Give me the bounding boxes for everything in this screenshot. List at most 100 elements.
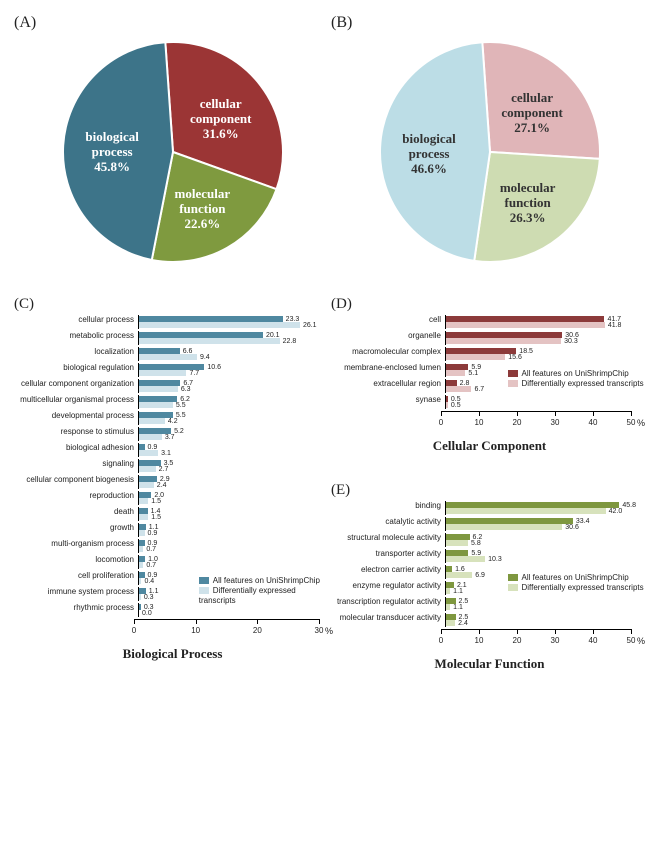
bar-b: [446, 386, 471, 392]
axis-tick-label: 30: [315, 626, 324, 635]
bar-row: growth1.10.9: [14, 523, 331, 537]
bar-category-label: cellular component organization: [14, 379, 138, 388]
bar-b-value: 0.0: [142, 610, 152, 617]
pie-slice-label: biologicalprocess46.6%: [384, 132, 474, 177]
axis-tick-label: 50: [627, 636, 636, 645]
bar-b: [139, 594, 141, 600]
bar-b-value: 30.3: [564, 338, 578, 345]
pie-slice-label: biologicalprocess45.8%: [67, 130, 157, 175]
bar-b: [446, 620, 455, 626]
pie-chart-a: cellularcomponent31.6% molecularfunction2…: [33, 32, 313, 272]
bar-b-value: 2.7: [159, 466, 169, 473]
bar-row: cellular component organization6.76.3: [14, 379, 331, 393]
bar-b-value: 42.0: [609, 508, 623, 515]
bar-row: catalytic activity33.430.6: [331, 517, 648, 531]
bar-row: developmental process5.54.2: [14, 411, 331, 425]
panel-d: (D) cell41.741.8organelle30.630.3macromo…: [331, 296, 648, 454]
bar-category-label: cellular process: [14, 315, 138, 324]
bar-row: metabolic process20.122.8: [14, 331, 331, 345]
bar-b-value: 0.3: [144, 594, 154, 601]
axis-tick-label: 0: [439, 636, 443, 645]
bar-b-value: 6.3: [181, 386, 191, 393]
panel-a-letter: (A): [14, 14, 331, 32]
bar-row: multicellular organismal process6.25.5: [14, 395, 331, 409]
axis-tick-label: 50: [627, 418, 636, 427]
bar-b-value: 2.4: [157, 482, 167, 489]
bar-a: [139, 604, 141, 610]
bar-row: structural molecule activity6.25.8: [331, 533, 648, 547]
pie-slice-label: molecularfunction26.3%: [483, 181, 573, 226]
bar-category-label: growth: [14, 523, 138, 532]
x-axis: 01020304050%: [441, 411, 631, 432]
bar-b: [446, 588, 450, 594]
bar-row: biological adhesion0.93.1: [14, 443, 331, 457]
bar-b-value: 1.1: [453, 588, 463, 595]
axis-tick-label: 30: [551, 418, 560, 427]
title-d: Cellular Component: [331, 438, 648, 454]
bar-category-label: reproduction: [14, 491, 138, 500]
legend: All features on UniShrimpChipDifferentia…: [508, 573, 644, 593]
bar-chart-d: cell41.741.8organelle30.630.3macromolecu…: [331, 315, 648, 432]
bar-category-label: signaling: [14, 459, 138, 468]
bar-category-label: death: [14, 507, 138, 516]
bar-b-value: 26.1: [303, 322, 317, 329]
pie-slice-label: molecularfunction22.6%: [157, 187, 247, 232]
bar-b-value: 5.8: [471, 540, 481, 547]
bar-b: [446, 540, 468, 546]
bar-category-label: molecular transducer activity: [331, 613, 445, 622]
bar-chart-c: cellular process23.326.1 metabolic proces…: [14, 315, 331, 640]
bar-row: multi-organism process0.90.7: [14, 539, 331, 553]
legend: All features on UniShrimpChipDifferentia…: [199, 576, 331, 606]
bar-b: [139, 322, 300, 328]
pie-slice-label: cellularcomponent27.1%: [487, 91, 577, 136]
pie-slice-label: cellularcomponent31.6%: [176, 97, 266, 142]
axis-tick-label: 10: [191, 626, 200, 635]
panel-e-letter: (E): [331, 482, 648, 499]
bar-category-label: rhythmic process: [14, 603, 138, 612]
bar-b: [139, 434, 162, 440]
panels-de: (D) cell41.741.8organelle30.630.3macromo…: [331, 296, 648, 672]
panel-c-letter: (C): [14, 296, 331, 313]
bar-b: [139, 546, 143, 552]
bar-category-label: metabolic process: [14, 331, 138, 340]
bar-category-label: multi-organism process: [14, 539, 138, 548]
bar-b-value: 3.7: [165, 434, 175, 441]
bar-b-value: 30.6: [565, 524, 579, 531]
axis-tick-label: 10: [475, 418, 484, 427]
bar-b-value: 4.2: [168, 418, 178, 425]
bar-row: signaling3.52.7: [14, 459, 331, 473]
bar-category-label: biological adhesion: [14, 443, 138, 452]
bar-b-value: 0.9: [148, 530, 158, 537]
bar-b: [446, 322, 605, 328]
bar-b-value: 5.5: [176, 402, 186, 409]
bar-row: cellular process23.326.1: [14, 315, 331, 329]
bar-b: [446, 556, 485, 562]
bar-b: [139, 386, 178, 392]
panel-e: (E) binding45.842.0catalytic activity33.…: [331, 482, 648, 672]
bar-category-label: membrane-enclosed lumen: [331, 363, 445, 372]
bar-category-label: structural molecule activity: [331, 533, 445, 542]
bar-b: [139, 514, 148, 520]
bar-row: cell41.741.8: [331, 315, 648, 329]
bar-b: [139, 466, 156, 472]
bar-category-label: immune system process: [14, 587, 138, 596]
bar-b-value: 2.4: [458, 620, 468, 627]
bar-chart-e: binding45.842.0catalytic activity33.430.…: [331, 501, 648, 650]
axis-tick-label: 40: [589, 418, 598, 427]
bar-category-label: cellular component biogenesis: [14, 475, 138, 484]
bar-b-value: 9.4: [200, 354, 210, 361]
bar-b-value: 1.1: [453, 604, 463, 611]
bar-category-label: locomotion: [14, 555, 138, 564]
bar-b-value: 1.5: [151, 514, 161, 521]
axis-tick-label: 30: [551, 636, 560, 645]
title-e: Molecular Function: [331, 656, 648, 672]
bar-b: [446, 370, 465, 376]
bar-category-label: transcription regulator activity: [331, 597, 445, 606]
axis-tick-label: 10: [475, 636, 484, 645]
bar-category-label: multicellular organismal process: [14, 395, 138, 404]
bar-row: response to stimulus5.23.7: [14, 427, 331, 441]
bar-category-label: cell proliferation: [14, 571, 138, 580]
bar-row: macromolecular complex18.515.6: [331, 347, 648, 361]
bar-a-value: 5.2: [174, 428, 184, 435]
axis-tick-label: 20: [513, 636, 522, 645]
